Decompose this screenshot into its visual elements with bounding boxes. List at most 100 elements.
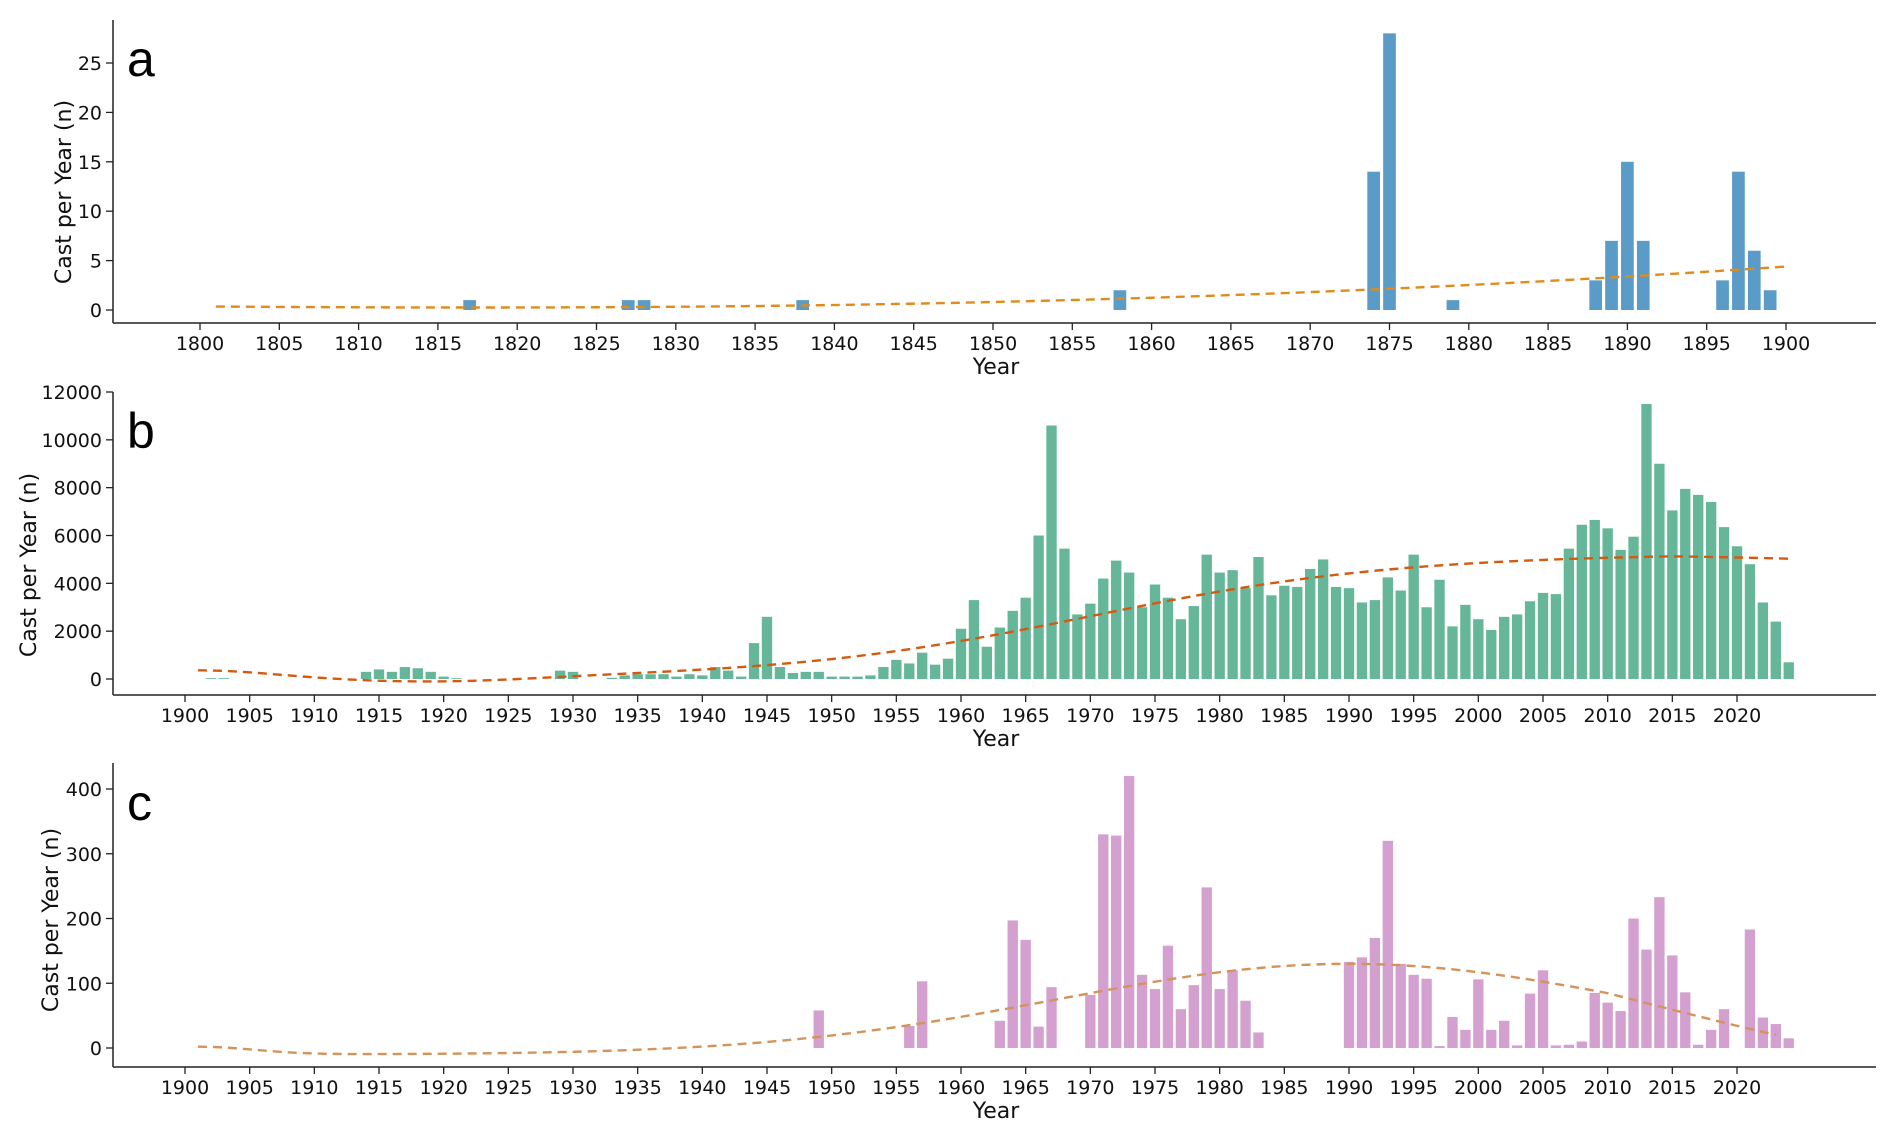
bar [463,300,476,310]
bar [1783,1038,1794,1048]
x-tick-label: 1955 [872,705,920,727]
x-tick-label: 2015 [1648,705,1696,727]
y-tick-label: 15 [78,152,102,174]
bar [1434,1046,1445,1048]
bar [813,671,824,679]
x-tick-label: 2010 [1583,705,1631,727]
bar [1033,1026,1044,1048]
bar [1486,629,1497,679]
bar [1421,607,1432,679]
bar [1227,570,1238,679]
bar [1059,548,1070,679]
bar [205,678,217,679]
bar [1201,887,1212,1048]
x-tick-label: 1900 [161,1077,209,1099]
bar [1188,606,1199,679]
bar [710,667,721,679]
bar [1770,621,1781,679]
bar [658,674,669,679]
bar [1589,519,1600,679]
bar [1227,970,1238,1048]
x-tick-label: 1940 [678,705,726,727]
bar [606,677,617,679]
bar [1511,614,1523,679]
panel-c-xlabel: Year [972,1099,1021,1124]
bar [386,671,398,679]
bar [1447,1016,1458,1048]
bar [1524,601,1536,679]
bar [1628,918,1639,1048]
bar [865,675,876,679]
bar [1615,1011,1626,1048]
bar [1563,1044,1575,1048]
bar [1343,588,1355,679]
bar [1240,588,1251,679]
panel-a: a Cast per Year (n) Year 1800 1805 1810 181… [52,20,1876,380]
x-tick-label: 1865 [1207,333,1255,355]
bar [1162,597,1174,679]
bar [1033,535,1044,679]
bar [1188,985,1199,1048]
bar [1111,560,1122,679]
y-tick-label: 0 [90,1038,102,1060]
x-tick-label: 2015 [1648,1077,1696,1099]
x-tick-label: 1930 [549,1077,597,1099]
bar [1641,949,1652,1048]
x-tick-label: 1960 [937,705,985,727]
bar [1098,834,1109,1048]
bar [1123,572,1135,679]
bar [1098,578,1109,679]
bar [645,674,656,679]
bar [1537,970,1549,1048]
bar [1046,987,1057,1048]
bar [1473,979,1484,1048]
x-tick-label: 1845 [890,333,938,355]
bar [929,664,941,679]
bar [1563,548,1575,679]
bar [761,616,773,679]
bar [1460,604,1471,679]
x-tick-label: 1945 [743,705,791,727]
bar [1085,994,1096,1048]
bar [1602,1002,1613,1048]
x-tick-label: 2000 [1454,1077,1502,1099]
bar [917,981,928,1048]
bar [554,670,566,679]
bar [1383,33,1396,311]
panel-b-xlabel: Year [972,727,1021,752]
y-tick-label: 2000 [54,621,102,643]
bar [787,673,799,679]
x-tick-label: 1910 [290,1077,338,1099]
panel-a-xlabel: Year [972,355,1021,380]
bar [1705,502,1717,679]
x-tick-label: 1900 [161,705,209,727]
x-tick-label: 1880 [1445,333,1493,355]
x-tick-label: 1995 [1389,705,1437,727]
x-tick-label: 1820 [493,333,541,355]
trend-line [197,962,1777,1056]
bar [1770,1024,1781,1048]
x-tick-label: 1940 [678,1077,726,1099]
x-tick-label: 1990 [1325,1077,1373,1099]
bar [1292,586,1303,679]
x-tick-label: 1875 [1365,333,1413,355]
bar [1446,300,1460,310]
x-tick-label: 1910 [290,705,338,727]
y-tick-label: 5 [90,251,102,273]
x-tick-label: 1915 [355,705,403,727]
bar [1718,527,1730,679]
bar [373,669,385,679]
bar [1369,937,1381,1048]
panel-a-ylabel: Cast per Year (n) [52,100,77,284]
bar [1382,577,1393,679]
x-tick-label: 1825 [572,333,620,355]
panel-b: b Cast per Year (n) Year 1900 1905 1910 191… [17,382,1876,752]
x-tick-label: 1920 [419,705,467,727]
x-tick-label: 1800 [176,333,224,355]
x-tick-label: 1885 [1524,333,1572,355]
x-tick-label: 1805 [255,333,303,355]
bar [671,676,682,679]
bar [1667,955,1678,1048]
bar [1214,989,1225,1048]
y-tick-label: 100 [66,973,102,995]
